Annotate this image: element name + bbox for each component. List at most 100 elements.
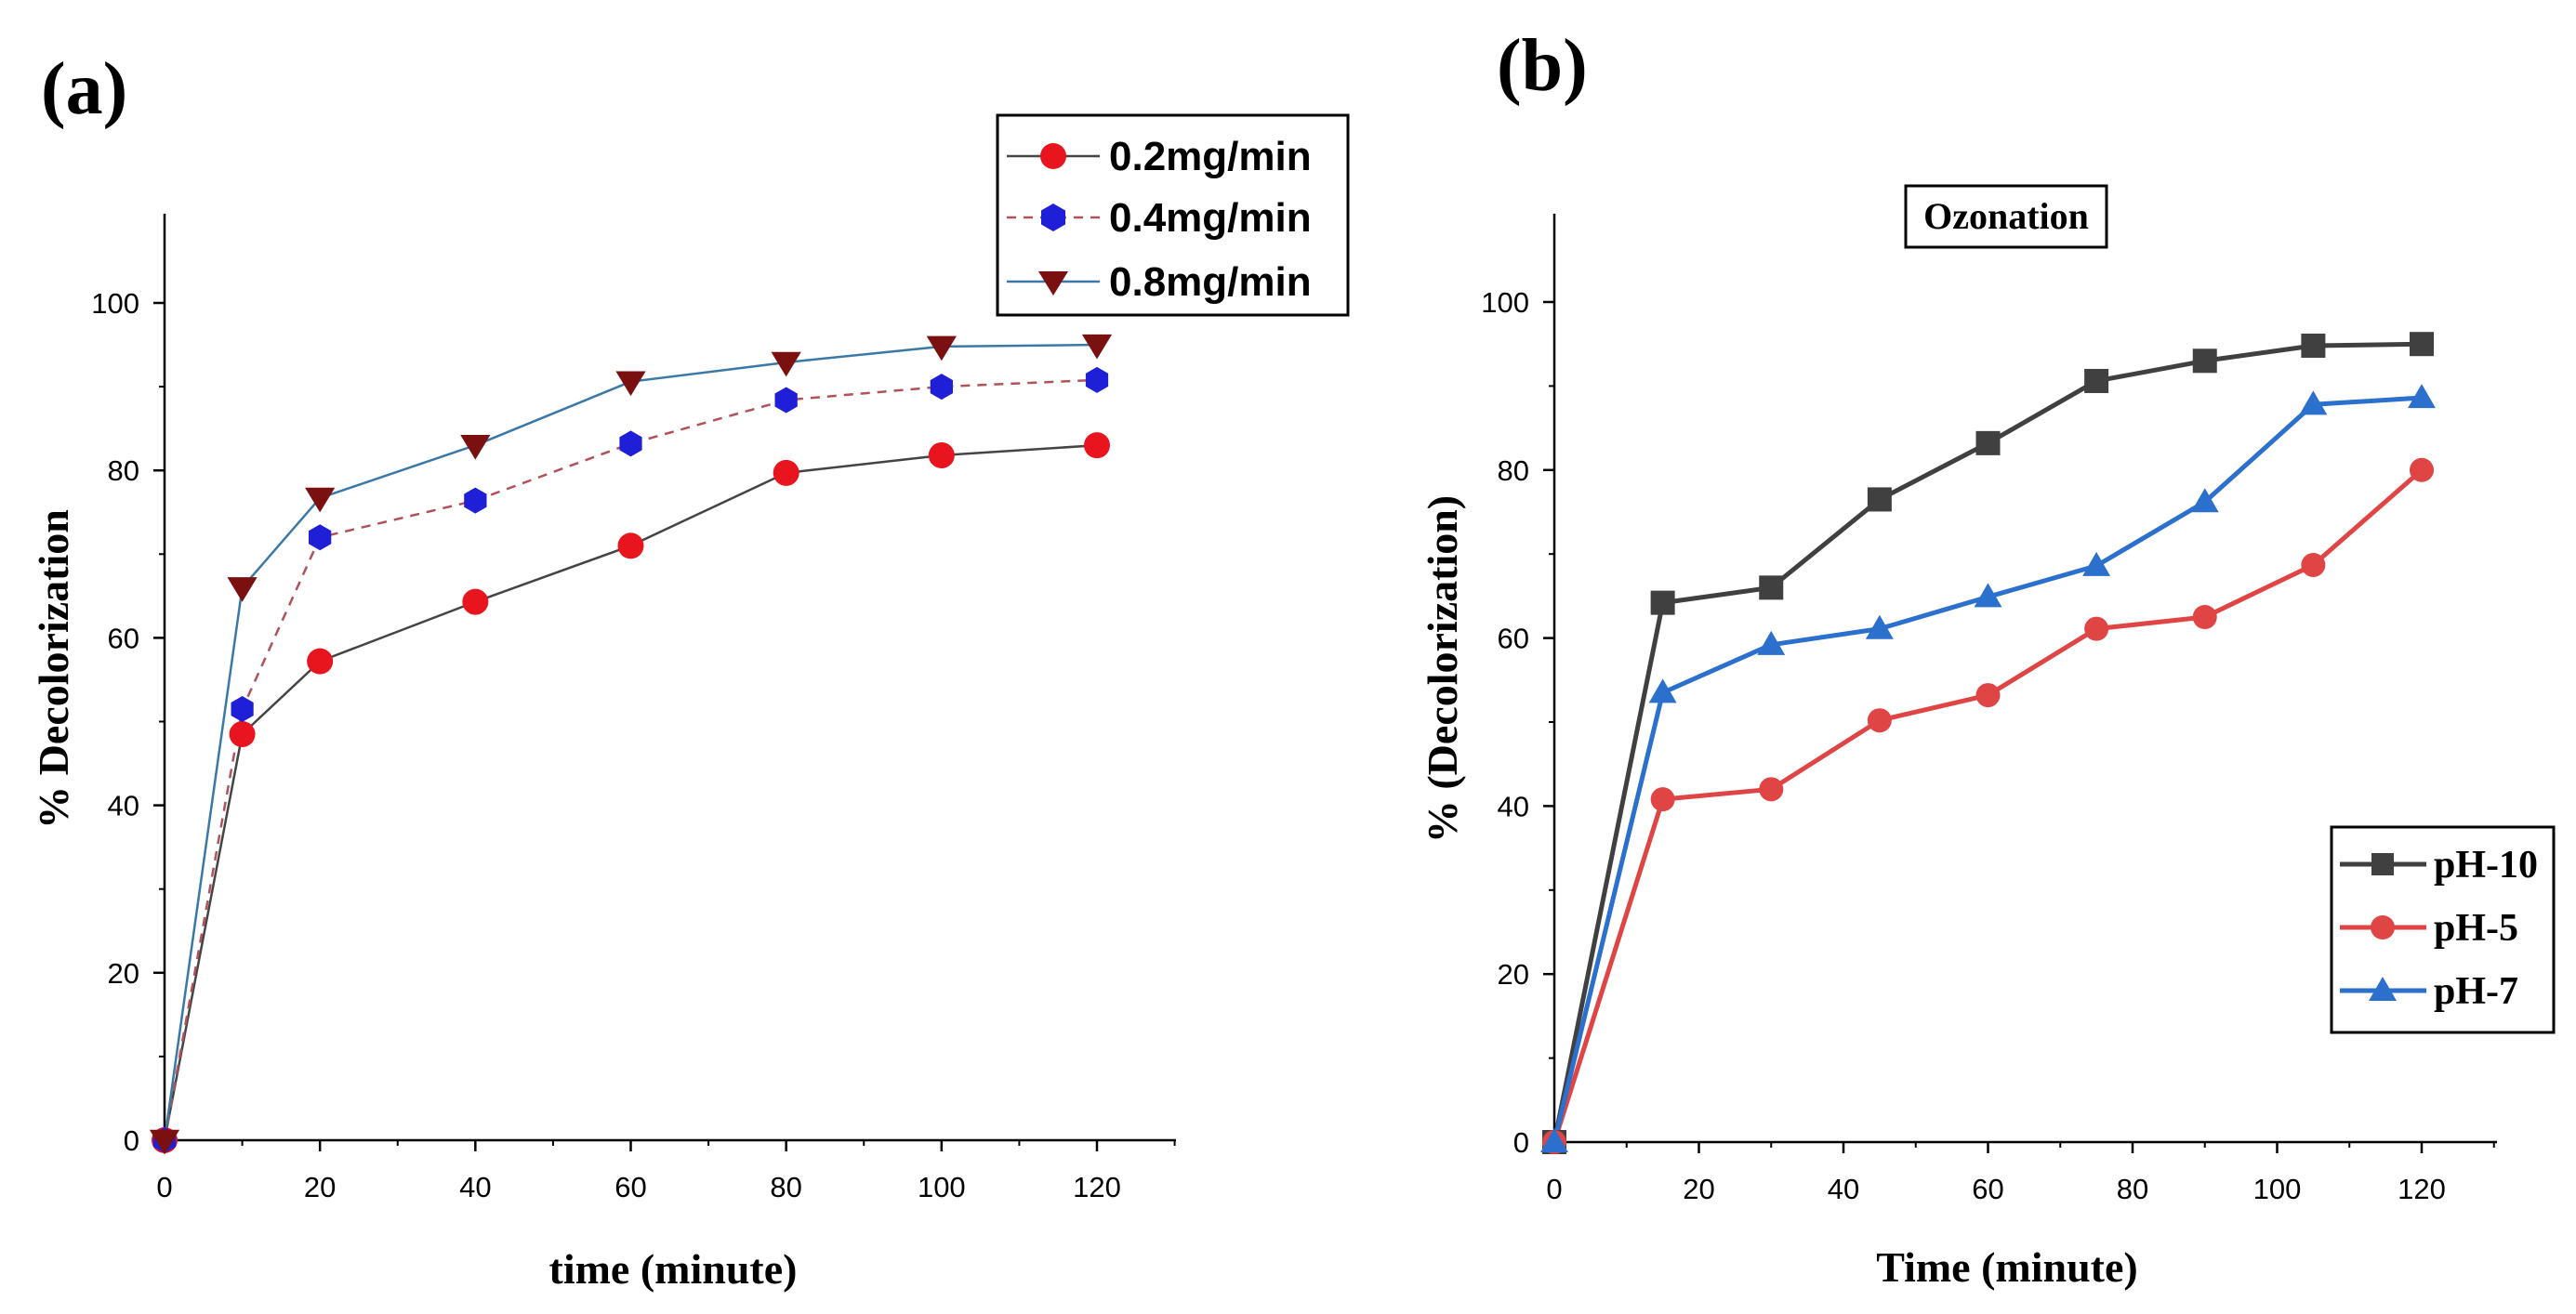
panel-b-label: (b) [1497,25,1588,107]
panel-b-series-0-point [1650,590,1675,615]
panel-a-y-axis-title: % Decolorization [30,509,77,829]
panel-b-y-tick-label: 60 [1498,623,1529,655]
panel-a-x-tick-label: 20 [304,1171,336,1203]
panel-a-series-line-0 [163,443,1098,1141]
panel-a-series-0-point [307,648,334,675]
panel-b-title: Ozonation [1923,195,2089,237]
panel-a-x-tick-label: 80 [770,1171,801,1203]
panel-a-series-2-point [460,434,491,460]
panel-b-series-0-point [2084,368,2109,393]
panel-a-series-1-point [1085,366,1109,393]
panel-b-series-2-point [2082,551,2111,576]
legend-b-marker-0 [2371,853,2394,875]
panel-a-series-1-point [231,696,254,722]
panel-b-series-2-point [1540,1128,1568,1153]
panel-b-y-tick-label: 20 [1498,958,1529,991]
panel-b-series-1-point [2410,457,2434,482]
legend-a-marker-1 [1041,204,1065,231]
panel-b-series-1-point [1975,683,2001,708]
panel-b-series-2-point [1648,678,1677,703]
panel-a-x-tick-label: 120 [1073,1171,1121,1203]
panel-b-series-0-point [2192,348,2217,374]
panel-a-series-line-2 [163,343,1098,1141]
panel-a: (a) 0 20 40 60 80 100 0 20 40 60 80 100 120 time (m… [30,48,1350,1293]
panel-a-y-tick-label: 20 [108,957,139,990]
panel-a-series-2-point [227,577,258,602]
panel-b-x-tick-label: 100 [2253,1173,2302,1205]
panel-b-series-line-2 [1552,395,2423,1143]
panel-a-x-tick-label: 60 [614,1171,646,1203]
panel-a-series-1-point [930,374,953,401]
panel-a-series-2-point [926,335,957,361]
panel-a-x-axis-title: time (minute) [549,1245,798,1293]
panel-a-series-2-point [771,351,801,377]
panel-b-y-tick-label: 40 [1498,790,1529,822]
legend-b-label-1: pH-5 [2434,907,2518,950]
panel-a-series-2-point [615,371,646,397]
panel-b-y-tick-label: 80 [1498,454,1529,487]
panel-a-series-0-point [773,459,799,486]
panel-a-y-tick-label: 60 [108,622,139,654]
legend-b-marker-1 [2371,915,2395,940]
panel-a-series-1-point [774,387,798,414]
panel-a-series-1-point [619,430,642,457]
panel-b-series-line-1 [1552,467,2424,1143]
panel-b-series-1-point [2192,605,2217,629]
panel-b-series-2-point [1757,630,1786,655]
panel-b-x-tick-label: 60 [1972,1173,2003,1205]
panel-b-series-2-point [2190,488,2219,513]
panel-a-series-0-point [617,532,644,559]
legend-a-label-2: 0.8mg/min [1109,259,1312,305]
panel-b-series-1-point [2084,616,2109,641]
panel-b-x-tick-label: 20 [1683,1173,1714,1205]
panel-b-x-axis-title: Time (minute) [1876,1243,2138,1291]
panel-a-x-tick-label: 100 [918,1171,966,1203]
panel-a-series-1-point [464,487,487,514]
legend-a-marker-2 [1038,271,1068,296]
panel-a-x-tick-label: 0 [156,1171,172,1203]
panel-b-series-2-point [1974,583,2002,608]
legend-b-label-0: pH-10 [2434,844,2538,887]
legend-a-label-1: 0.4mg/min [1109,195,1312,241]
panel-b-x-tick-label: 80 [2117,1173,2148,1205]
panel-b: (b) 0 20 40 60 80 100 0 20 40 60 80 100 120 Time (m… [1419,25,2556,1291]
panel-a-series-line-1 [163,378,1098,1141]
panel-b-series-0-point [1759,575,1784,600]
panel-b-x-tick-label: 120 [2398,1173,2446,1205]
panel-b-y-axis-title: % (Decolorization) [1419,495,1466,843]
panel-b-series-line-0 [1552,341,2423,1143]
panel-b-series-1-point [2301,552,2326,577]
panel-b-title-box [1904,184,2108,249]
panel-a-x-tick-label: 40 [459,1171,491,1203]
panel-b-x-tick-label: 0 [1546,1173,1562,1205]
panel-a-series-0-point [462,588,489,615]
legend-a-marker-0 [1040,143,1066,169]
panel-a-y-tick-label: 80 [108,454,139,487]
panel-a-series-0-point [1084,432,1110,459]
panel-b-series-2-point [2408,384,2436,409]
panel-a-label: (a) [41,48,127,130]
panel-b-series-2-point [2299,390,2328,415]
panel-a-series-2-point [305,487,336,513]
panel-b-legend: pH-10 pH-5 pH-7 [2330,825,2556,1034]
panel-a-legend: 0.2mg/min 0.4mg/min 0.8mg/min [996,113,1350,317]
legend-b-marker-2 [2369,977,2397,1001]
panel-a-y-tick-label: 0 [124,1124,139,1157]
panel-a-series-2-point [1081,334,1113,360]
panel-b-series-0-point [1975,430,2001,455]
panel-a-series-2-point [149,1129,180,1155]
legend-a-label-0: 0.2mg/min [1109,134,1312,179]
panel-a-y-tick-label: 40 [108,790,139,822]
panel-a-series-1-point [309,524,332,551]
panel-b-y-tick-label: 100 [1481,286,1529,319]
panel-a-series-0-point [928,441,955,468]
panel-b-series-0-point [1867,487,1892,512]
panel-b-y-tick-label: 0 [1513,1126,1529,1159]
panel-b-series-0-point [2410,332,2434,357]
panel-b-x-tick-label: 40 [1828,1173,1859,1205]
panel-a-series-0-point [229,721,256,748]
panel-b-series-1-point [1650,787,1675,812]
panel-b-series-2-point [1865,614,1894,639]
panel-b-series-1-point [1759,777,1784,802]
